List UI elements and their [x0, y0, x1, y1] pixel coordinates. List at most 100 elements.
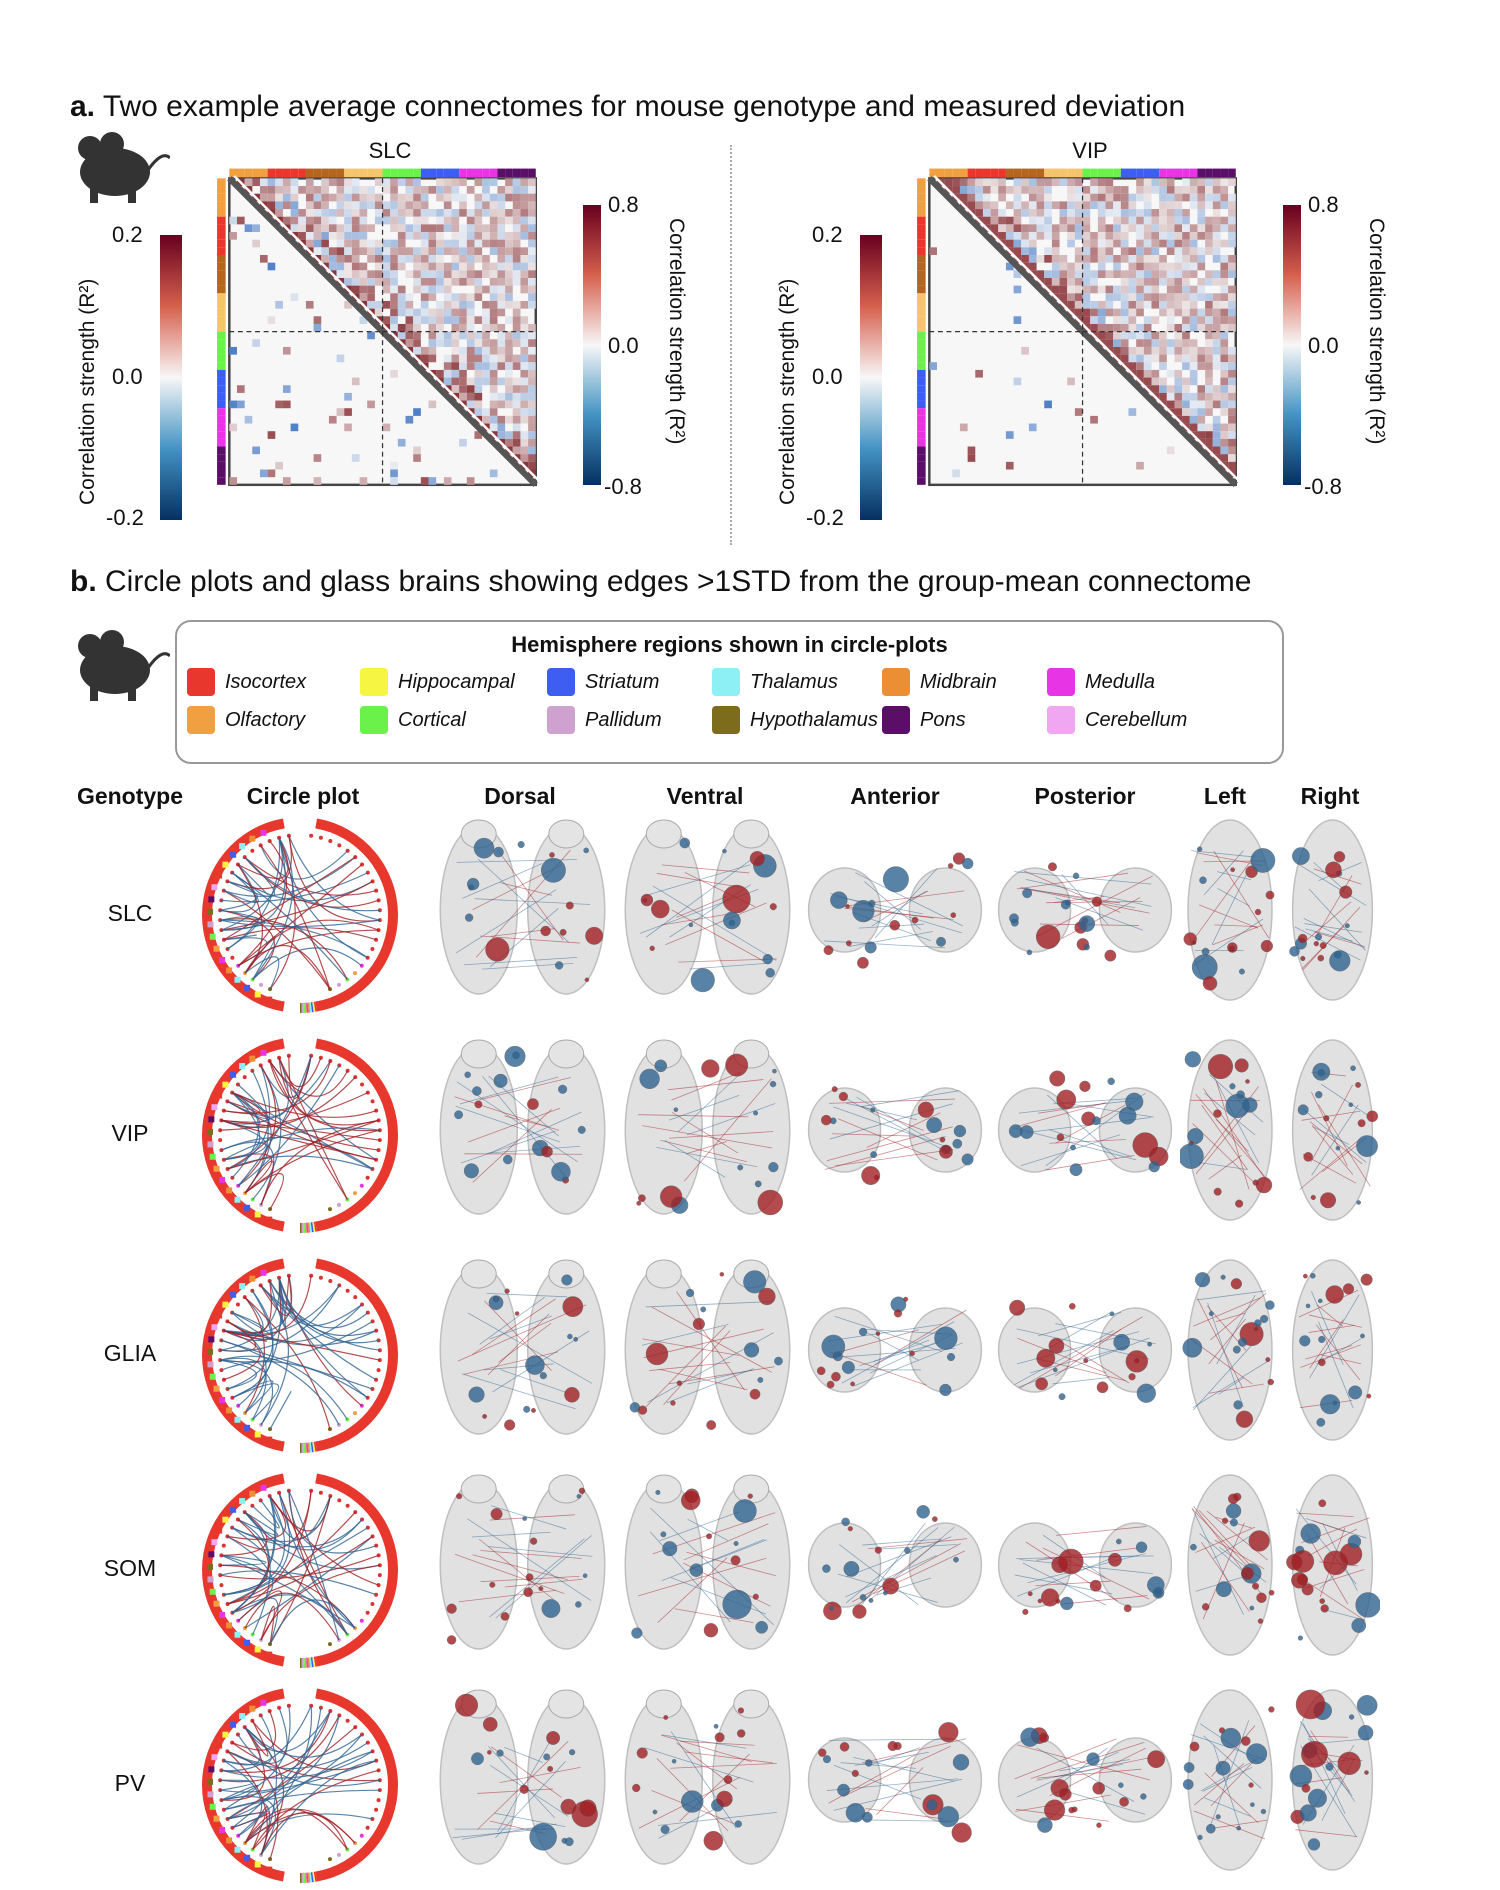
legend-label: Cortical	[398, 708, 466, 731]
circle-plot-pv	[202, 1688, 398, 1883]
legend-item-pons: Pons	[882, 706, 966, 734]
matrix-title-slc: SLC	[368, 138, 412, 163]
glass-brain-ventral-pv	[624, 1689, 791, 1865]
glass-brain-right-pv	[1289, 1689, 1378, 1871]
panel-a-letter: a.	[70, 90, 96, 123]
mouse-icon	[78, 132, 170, 203]
legend-item-hypothalamus: Hypothalamus	[712, 706, 878, 734]
glass-brain-right-som	[1286, 1474, 1380, 1656]
corr-tick-top: 0.8	[1308, 192, 1339, 217]
corr-tick-bottom: -0.8	[604, 474, 642, 499]
panel-b-letter: b.	[70, 565, 97, 598]
left-axis-label: Correlation strength (R²)	[76, 278, 99, 505]
legend-label: Striatum	[585, 670, 660, 693]
legend-item-olfactory: Olfactory	[187, 706, 305, 734]
glass-brain-left-vip	[1180, 1039, 1273, 1221]
legend-swatch	[547, 668, 575, 696]
legend-item-midbrain: Midbrain	[882, 668, 997, 696]
legend-item-medulla: Medulla	[1047, 668, 1155, 696]
panel-a-heading: a. Two example average connectomes for m…	[70, 90, 1185, 124]
legend-label: Hippocampal	[398, 670, 515, 693]
legend-swatch	[360, 706, 388, 734]
glass-brain-right-vip	[1291, 1039, 1379, 1221]
legend-swatch	[882, 706, 910, 734]
glass-brain-anterior-som	[807, 1505, 983, 1621]
legend-grid: Isocortex Hippocampal Striatum Thalamus Midb…	[177, 658, 1282, 753]
glass-brain-posterior-som	[997, 1522, 1173, 1615]
glass-brain-ventral-som	[624, 1474, 791, 1650]
legend-swatch	[712, 706, 740, 734]
glass-brain-left-slc	[1183, 819, 1276, 1001]
legend-swatch	[1047, 668, 1075, 696]
dev-tick-top: 0.2	[112, 222, 143, 247]
connectome-matrix-vip	[917, 168, 1240, 488]
legend-swatch	[1047, 706, 1075, 734]
glass-brain-right-glia	[1291, 1259, 1374, 1441]
glass-brain-left-glia	[1182, 1259, 1275, 1441]
legend-item-isocortex: Isocortex	[187, 668, 306, 696]
glass-brain-dorsal-glia	[439, 1259, 606, 1435]
glass-brain-dorsal-som	[439, 1474, 606, 1650]
legend-item-pallidum: Pallidum	[547, 706, 662, 734]
genotype-label-som: SOM	[103, 1555, 157, 1581]
circle-plot-slc	[202, 818, 398, 1013]
column-header-posterior: Posterior	[1034, 783, 1136, 809]
legend-label: Hypothalamus	[750, 708, 878, 731]
dev-tick-mid: 0.0	[112, 364, 143, 389]
glass-brain-dorsal-slc	[439, 819, 606, 995]
legend-swatch	[882, 668, 910, 696]
legend-swatch	[187, 668, 215, 696]
legend-label: Midbrain	[920, 670, 997, 693]
genotype-label-glia: GLIA	[103, 1340, 157, 1366]
genotype-label-pv: PV	[114, 1770, 146, 1796]
legend-label: Thalamus	[750, 670, 838, 693]
legend-item-cerebellum: Cerebellum	[1047, 706, 1187, 734]
column-header-dorsal: Dorsal	[484, 783, 556, 809]
dev-tick-mid: 0.0	[812, 364, 843, 389]
right-axis-label: Correlation strength (R²)	[1365, 218, 1388, 445]
legend-swatch	[712, 668, 740, 696]
column-header-ventral: Ventral	[666, 783, 744, 809]
circle-plot-glia	[202, 1258, 398, 1453]
legend-label: Pons	[920, 708, 966, 731]
legend-swatch	[360, 668, 388, 696]
legend-label: Cerebellum	[1085, 708, 1188, 731]
glass-brain-ventral-slc	[624, 819, 791, 995]
glass-brain-posterior-slc	[997, 862, 1173, 962]
correlation-colorbar	[583, 205, 601, 485]
glass-brain-posterior-pv	[997, 1727, 1173, 1833]
legend-label: Olfactory	[225, 708, 306, 731]
glass-brain-left-som	[1187, 1474, 1275, 1656]
panel-divider	[730, 145, 732, 545]
column-header-anterior: Anterior	[850, 783, 940, 809]
region-legend: Hemisphere regions shown in circle-plots…	[175, 620, 1284, 764]
circle-plot-som	[202, 1473, 398, 1668]
matrix-title-vip: VIP	[1072, 138, 1108, 163]
left-axis-label: Correlation strength (R²)	[776, 278, 799, 505]
glass-brain-anterior-slc	[807, 852, 983, 969]
corr-tick-bottom: -0.8	[1304, 474, 1342, 499]
legend-item-cortical: Cortical	[360, 706, 466, 734]
panel-a-title: Two example average connectomes for mous…	[102, 90, 1186, 123]
correlation-colorbar	[1283, 205, 1301, 485]
dev-tick-bottom: -0.2	[106, 505, 144, 530]
legend-label: Isocortex	[225, 670, 307, 693]
genotype-label-slc: SLC	[107, 900, 153, 926]
panel-b-heading: b. Circle plots and glass brains showing…	[70, 565, 1251, 599]
glass-brain-dorsal-vip	[439, 1039, 606, 1215]
panel-b-title: Circle plots and glass brains showing ed…	[105, 565, 1252, 598]
dev-tick-top: 0.2	[812, 222, 843, 247]
legend-item-thalamus: Thalamus	[712, 668, 838, 696]
glass-brain-ventral-vip	[624, 1039, 791, 1216]
glass-brain-left-pv	[1182, 1689, 1275, 1871]
glass-brain-anterior-vip	[807, 1086, 983, 1186]
connectome-matrix-slc	[217, 168, 540, 488]
genotype-label-vip: VIP	[111, 1120, 149, 1146]
legend-label: Medulla	[1085, 670, 1156, 693]
legend-label: Pallidum	[585, 708, 662, 731]
legend-swatch	[547, 706, 575, 734]
legend-title: Hemisphere regions shown in circle-plots	[511, 632, 948, 657]
legend-swatch	[187, 706, 215, 734]
deviation-colorbar	[860, 235, 882, 520]
glass-brain-anterior-pv	[807, 1722, 983, 1843]
